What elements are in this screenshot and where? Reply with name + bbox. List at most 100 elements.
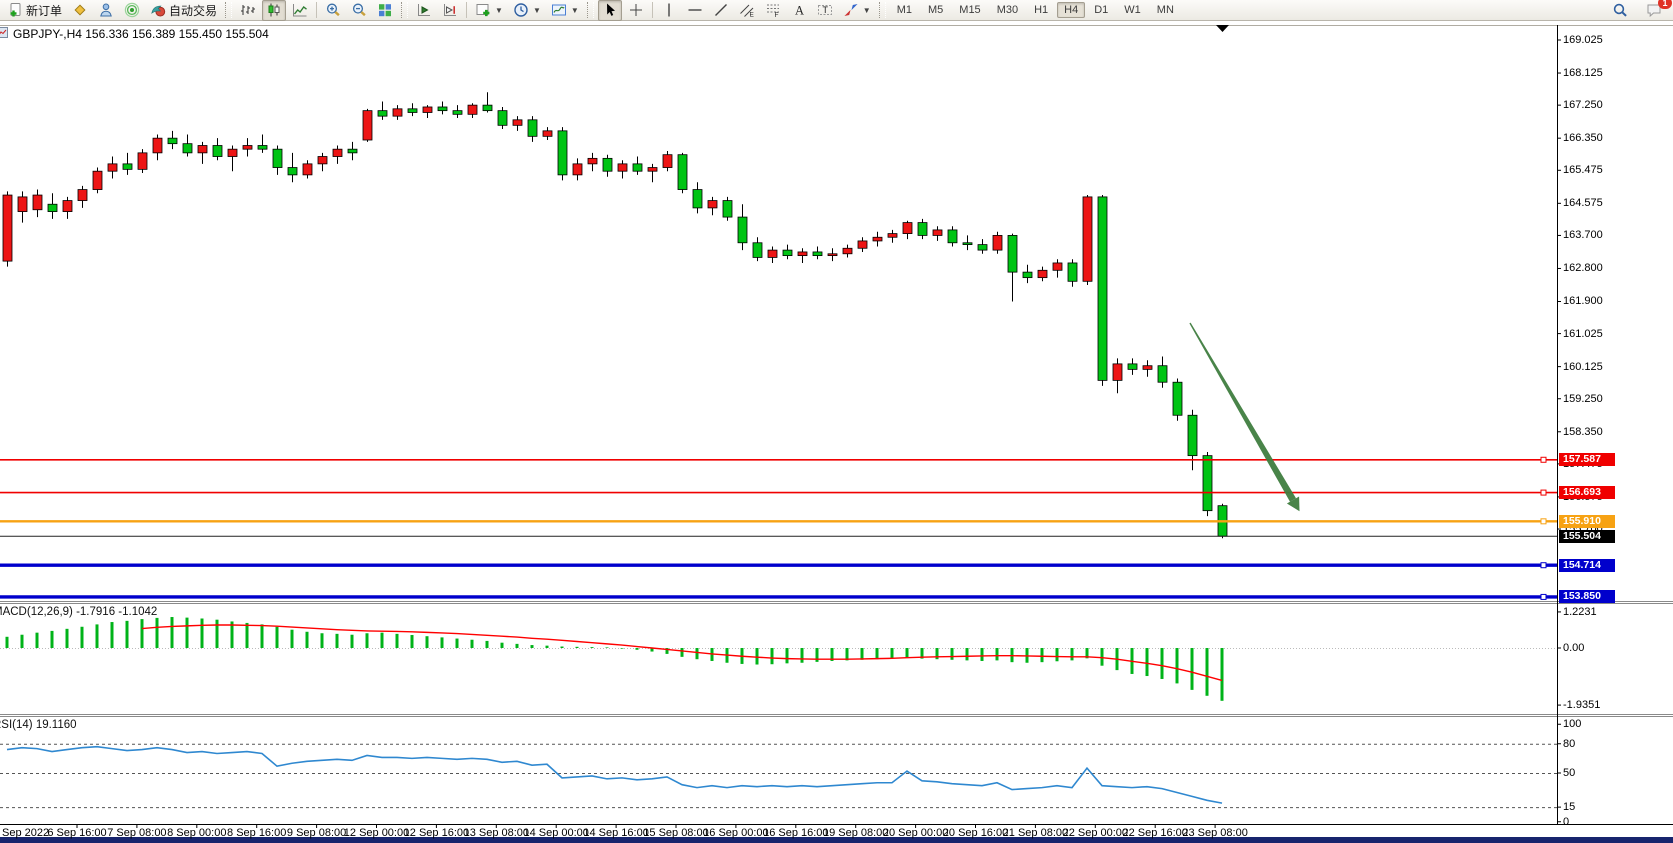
candle-body <box>377 110 388 117</box>
time-axis-label: 7 Sep 08:00 <box>107 827 167 839</box>
label-button[interactable]: T <box>813 0 837 21</box>
bar-chart-button[interactable] <box>236 0 260 21</box>
price-axis-label: 161.025 <box>1563 327 1603 340</box>
timeframe-h4-button[interactable]: H4 <box>1057 2 1086 18</box>
time-axis-label: 8 Sep 16:00 <box>227 827 287 839</box>
dropdown-arrow-icon[interactable]: ▼ <box>532 5 541 15</box>
fibonacci-button[interactable]: F <box>761 0 785 21</box>
candle-body <box>797 251 808 257</box>
candlestick-chart-button[interactable] <box>262 0 287 21</box>
candle-body <box>707 200 718 209</box>
candle-body <box>1187 414 1198 457</box>
crosshair-button[interactable] <box>624 0 648 21</box>
toolbar-grip <box>225 2 233 18</box>
chat-unread-badge: 1 <box>1658 0 1672 9</box>
level-line-handle[interactable] <box>1540 489 1547 496</box>
chart-window: GBPJPY-,H4 156.336 156.389 155.450 155.5… <box>0 21 1673 839</box>
vline-icon <box>668 3 670 17</box>
line-chart-icon <box>293 4 307 17</box>
candle-body <box>362 110 373 141</box>
level-line-handle[interactable] <box>1540 518 1547 525</box>
cursor-button[interactable] <box>597 0 622 21</box>
time-axis-label: 23 Sep 08:00 <box>1182 827 1248 839</box>
candle-body <box>1037 269 1048 279</box>
candle-body <box>752 242 763 258</box>
rsi-indicator-label: RSI(14) 19.1160 <box>0 719 77 731</box>
timeframe-d1-button[interactable]: D1 <box>1094 4 1109 16</box>
autotrading-button[interactable]: 自动交易 <box>146 0 221 21</box>
autoscroll-button[interactable] <box>412 0 436 21</box>
timeframe-mn-button[interactable]: MN <box>1156 4 1174 16</box>
time-axis-label: 8 Sep 00:00 <box>167 827 227 839</box>
autoscroll-icon <box>418 4 431 16</box>
hline-icon <box>688 9 702 11</box>
level-line-handle[interactable] <box>1540 593 1547 600</box>
dropdown-arrow-icon[interactable]: ▼ <box>570 5 579 15</box>
chart-shift-button[interactable] <box>438 0 462 21</box>
profile-button[interactable] <box>94 0 118 21</box>
chart-canvas[interactable] <box>0 21 1673 837</box>
timeframe-w1-button[interactable]: W1 <box>1124 4 1141 16</box>
timeframe-m30-button[interactable]: M30 <box>996 4 1019 16</box>
candle-body <box>212 145 223 157</box>
timeframe-m1-button[interactable]: M1 <box>896 4 912 16</box>
periods-button[interactable]: ▼ <box>509 0 545 21</box>
arrows-button[interactable]: ▼ <box>839 0 875 21</box>
toolbar-separator <box>651 2 653 18</box>
candle-body <box>632 163 643 172</box>
timeframe-h1-button[interactable]: H1 <box>1034 4 1049 16</box>
timeframe-m15-button[interactable]: M15 <box>959 4 981 16</box>
price-axis-label: 159.250 <box>1563 392 1603 405</box>
price-axis-label: 160.125 <box>1563 360 1603 373</box>
time-axis-label: 20 Sep 16:00 <box>942 827 1009 839</box>
tile-windows-button[interactable] <box>373 0 397 21</box>
candle-body <box>422 106 433 113</box>
dropdown-arrow-icon[interactable]: ▼ <box>495 5 503 15</box>
candle-body <box>1082 196 1093 282</box>
candle-body <box>287 167 298 176</box>
level-line-handle[interactable] <box>1540 562 1547 569</box>
candle-body <box>1022 271 1033 279</box>
macd-signal-line <box>141 624 1223 682</box>
channel-button[interactable]: E <box>735 0 759 21</box>
timeframe-m5-button[interactable]: M5 <box>928 4 944 16</box>
annotation-arrow[interactable] <box>1189 322 1300 512</box>
candle-body <box>737 216 748 244</box>
candle-body <box>1007 235 1018 273</box>
toolbar-separator <box>466 2 468 18</box>
search-button[interactable] <box>1608 0 1632 21</box>
text-button[interactable]: A <box>787 0 811 21</box>
signals-button[interactable] <box>120 0 144 21</box>
dropdown-arrow-icon[interactable]: ▼ <box>862 5 871 15</box>
taskbar-strip <box>0 837 1673 843</box>
templates-button[interactable]: ▼ <box>547 0 583 21</box>
line-chart-button[interactable] <box>288 0 312 21</box>
trendline-button[interactable] <box>709 0 733 21</box>
new-order-button[interactable]: 新订单 <box>3 0 66 21</box>
vertical-line-button[interactable] <box>657 0 681 21</box>
zoom-out-button[interactable] <box>347 0 371 21</box>
new-order-icon <box>10 3 21 17</box>
toolbar-right-group: 1 <box>1607 0 1673 21</box>
indicators-button[interactable]: ▼ <box>471 0 507 21</box>
horizontal-line-button[interactable] <box>683 0 707 21</box>
candle-body <box>992 235 1003 251</box>
candle-body <box>272 148 283 168</box>
price-axis-label: 164.575 <box>1563 197 1603 210</box>
toolbar-grip <box>878 2 886 18</box>
zoom-in-button[interactable] <box>321 0 345 21</box>
time-axis-label: 9 Sep 08:00 <box>286 827 347 839</box>
candle-body <box>17 196 28 212</box>
time-axis-label: Sep 2022 <box>2 827 50 839</box>
candle-body <box>167 137 178 145</box>
candle-body <box>572 163 583 176</box>
time-axis-label: 6 Sep 16:00 <box>47 827 107 839</box>
chat-button[interactable]: 1 <box>1642 0 1672 21</box>
candle-body <box>887 233 898 238</box>
candle-body <box>62 200 73 212</box>
candle-body <box>227 148 238 157</box>
template-icon <box>551 4 566 16</box>
time-axis-label: 22 Sep 16:00 <box>1122 827 1188 839</box>
gold-diamond-button[interactable] <box>68 0 92 21</box>
level-line-handle[interactable] <box>1540 456 1547 463</box>
